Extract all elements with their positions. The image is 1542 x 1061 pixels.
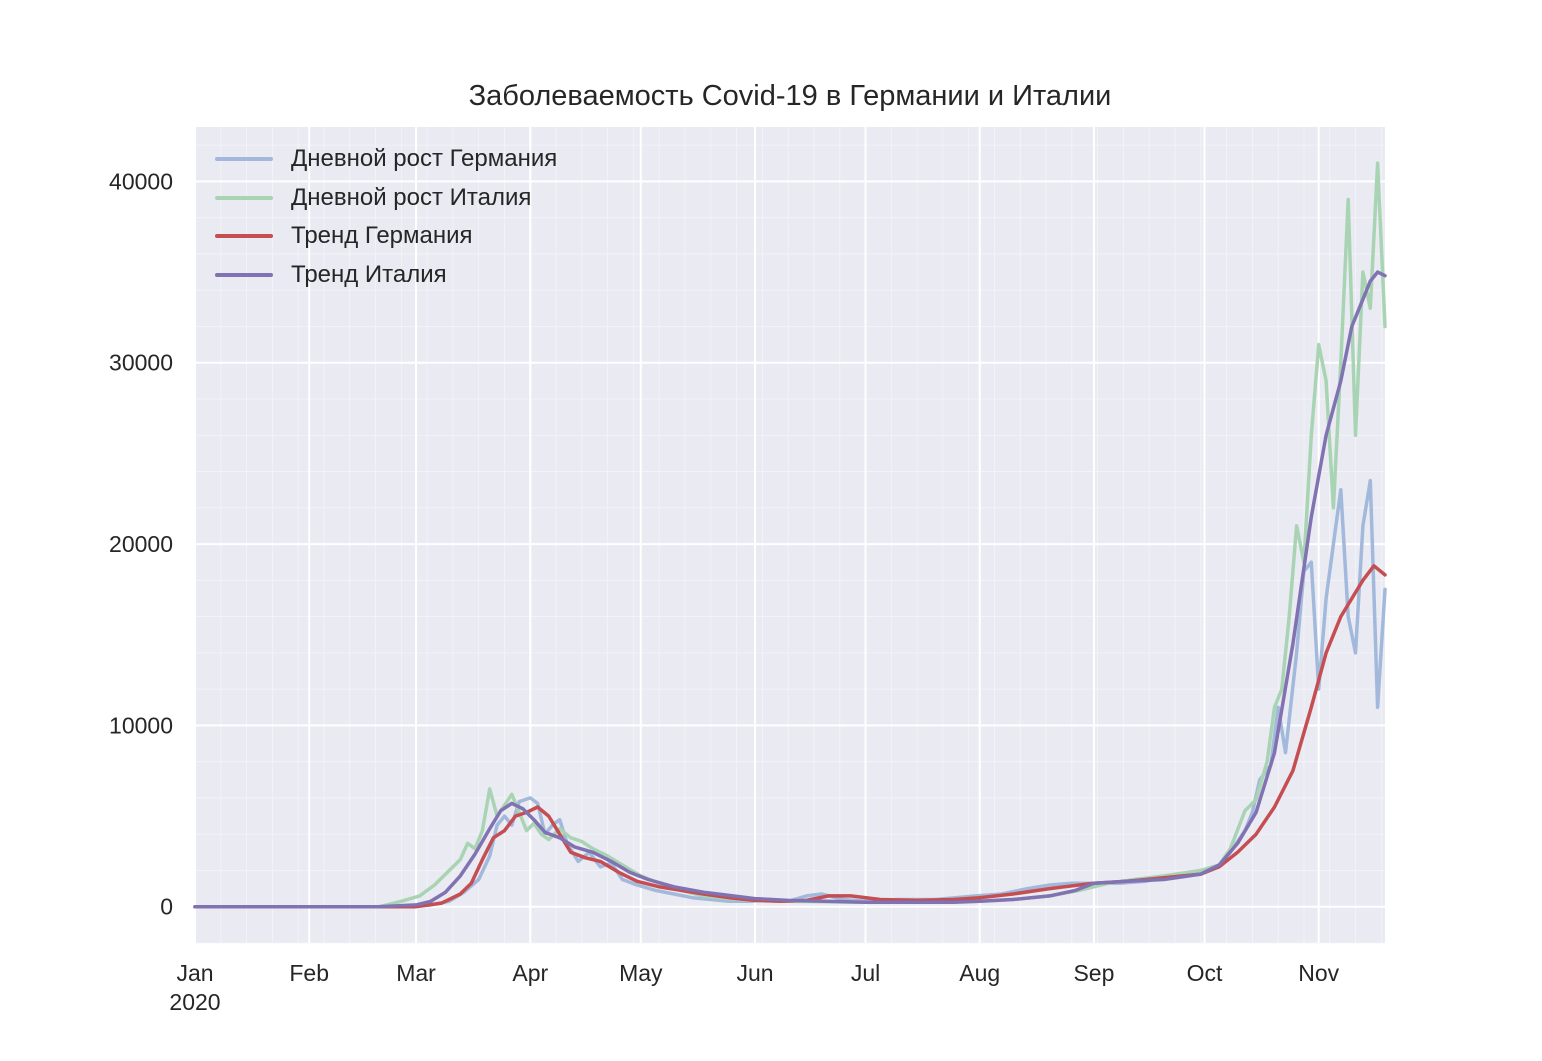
legend-swatch-1: [215, 157, 273, 162]
x-tick-label: Oct: [1187, 960, 1223, 986]
x-tick-label: Aug: [959, 960, 1000, 986]
x-tick-label: Mar: [396, 960, 436, 986]
x-tick-label: Sep: [1073, 960, 1114, 986]
legend-label-1: Дневной рост Германия: [291, 145, 558, 173]
series-line-4: [193, 270, 1387, 909]
plot-background-rect: [195, 127, 1385, 943]
x-tick-label: Jul: [851, 960, 880, 986]
tick-labels: 0 10000 20000 30000 40000 Jan 2020 Feb Mar Apr May…: [109, 168, 1340, 1015]
y-tick-label: 40000: [109, 168, 173, 194]
legend-label-2: Дневной рост Италия: [291, 183, 532, 211]
legend-swatch-2: [215, 195, 273, 200]
x-tick-sublabel: 2020: [169, 989, 220, 1015]
legend-item-4: Тренд Италия: [203, 256, 557, 295]
y-tick-label: 20000: [109, 531, 173, 557]
x-tick-label: Apr: [512, 960, 548, 986]
x-tick-label: May: [619, 960, 663, 986]
x-tick-label: Feb: [289, 960, 329, 986]
y-tick-label: 30000: [109, 350, 173, 376]
x-tick-label: Jan: [176, 960, 213, 986]
legend-item-2: Дневной рост Италия: [203, 179, 557, 218]
x-tick-label: Nov: [1298, 960, 1339, 986]
legend-swatch-3: [215, 234, 273, 239]
chart-title: Заболеваемость Covid-19 в Германии и Ита…: [468, 80, 1112, 112]
legend: Дневной рост Германия Дневной рост Итали…: [203, 140, 557, 294]
legend-item-3: Тренд Германия: [203, 217, 557, 256]
legend-swatch-4: [215, 272, 273, 277]
series-lines: [193, 161, 1387, 909]
grid: [194, 127, 1385, 944]
legend-label-3: Тренд Германия: [291, 222, 473, 250]
y-tick-label: 0: [160, 894, 173, 920]
legend-item-1: Дневной рост Германия: [203, 140, 557, 179]
legend-label-4: Тренд Италия: [291, 260, 447, 288]
x-tick-label: Jun: [736, 960, 773, 986]
series-line-1: [193, 478, 1387, 909]
y-tick-label: 10000: [109, 712, 173, 738]
plot-background: [195, 127, 1385, 943]
